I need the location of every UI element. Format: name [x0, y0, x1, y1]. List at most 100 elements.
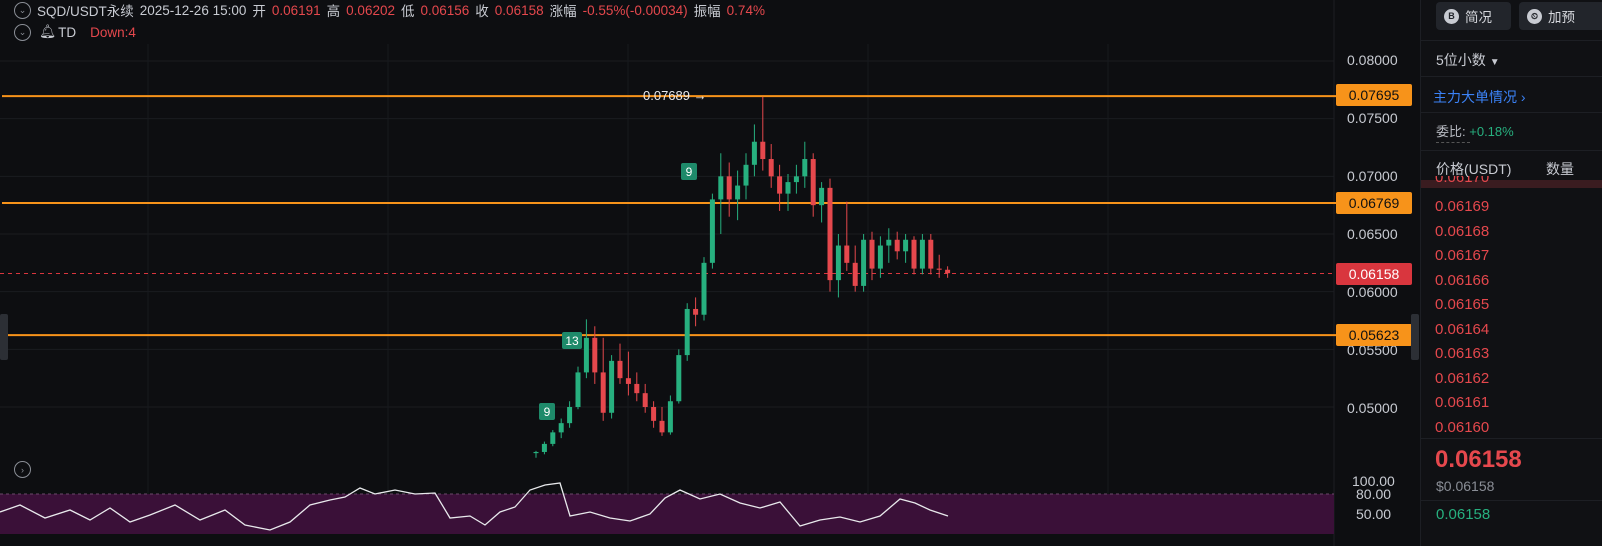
candle-body[interactable]	[861, 239, 867, 286]
col-price-header: 价格(USDT)	[1436, 161, 1512, 177]
candle-body[interactable]	[777, 176, 783, 194]
rsi-tick: 50.00	[1356, 506, 1392, 522]
candle-body[interactable]	[802, 159, 808, 177]
candlestick-chart[interactable]	[0, 0, 1420, 546]
candle-body[interactable]	[894, 239, 900, 252]
candle-body[interactable]	[617, 360, 623, 379]
candle-body[interactable]	[793, 176, 799, 183]
candle-body[interactable]	[869, 239, 875, 269]
expand-indicators-icon[interactable]: ›	[14, 461, 31, 478]
candle-body[interactable]	[835, 245, 841, 281]
candle-body[interactable]	[667, 401, 673, 433]
candle-body[interactable]	[709, 199, 715, 263]
chart-area[interactable]: ⌄ SQD/USDT永续 2025-12-26 15:00 开 0.06191 高…	[0, 0, 1420, 546]
candle-body[interactable]	[819, 187, 825, 206]
candle-body[interactable]	[634, 383, 640, 394]
y-tick: 0.08000	[1347, 52, 1398, 68]
candle-body[interactable]	[768, 159, 774, 177]
high-label: 高	[326, 4, 341, 19]
candle-body[interactable]	[676, 355, 682, 402]
candle-body[interactable]	[659, 420, 665, 433]
decimals-value: 5位小数	[1436, 52, 1486, 68]
indicator-name: TD	[58, 24, 77, 40]
decimals-select[interactable]: 5位小数 ▼	[1436, 50, 1500, 70]
rsi-line	[0, 482, 949, 531]
collapse-icon[interactable]: ⌄	[14, 1, 31, 19]
candle-body[interactable]	[600, 372, 606, 413]
add-alert-label: 加预	[1548, 10, 1575, 25]
ask-price[interactable]: 0.06167	[1435, 247, 1490, 264]
rsi-tick: 80.00	[1356, 486, 1392, 502]
candle-body[interactable]	[945, 269, 951, 274]
candle-body[interactable]	[625, 378, 631, 384]
candle-body[interactable]	[886, 239, 892, 246]
candle-body[interactable]	[911, 239, 917, 269]
td-mark: 13	[562, 332, 582, 349]
clock-icon: ⏲︎	[1527, 8, 1542, 24]
symbol-label: SQD/USDT永续	[37, 4, 134, 19]
rsi-tick: 100.00	[1352, 473, 1395, 489]
ratio-label: 委比:	[1436, 124, 1466, 139]
candle-body[interactable]	[609, 360, 615, 413]
candle-body[interactable]	[810, 159, 816, 206]
candle-body[interactable]	[743, 164, 749, 186]
candle-body[interactable]	[541, 443, 547, 452]
candle-body[interactable]	[718, 176, 724, 200]
candle-body[interactable]	[785, 182, 791, 194]
indicator-value: Down:4	[90, 24, 136, 40]
candle-body[interactable]	[701, 262, 707, 315]
ask-price[interactable]: 0.06161	[1435, 394, 1490, 411]
candle-body[interactable]	[844, 245, 850, 263]
y-tick: 0.05000	[1347, 400, 1398, 416]
candle-body[interactable]	[575, 372, 581, 407]
candle-body[interactable]	[877, 245, 883, 269]
candle-body[interactable]	[928, 239, 934, 269]
level-label[interactable]: 0.06769	[1336, 192, 1412, 214]
candle-body[interactable]	[751, 141, 757, 165]
bell-icon[interactable]: 🔔︎	[39, 24, 57, 39]
brief-button[interactable]: B 简况	[1436, 2, 1511, 30]
ask-price[interactable]: 0.06164	[1435, 320, 1490, 338]
ask-price[interactable]: 0.06168	[1435, 222, 1490, 240]
low-label: 低	[400, 4, 415, 19]
big-orders-link[interactable]: 主力大单情况 ›	[1433, 87, 1526, 107]
candle-body[interactable]	[726, 176, 732, 200]
level-label[interactable]: 0.07695	[1336, 84, 1412, 106]
add-alert-button[interactable]: ⏲︎ 加预	[1519, 2, 1602, 30]
ask-price[interactable]: 0.06170	[1435, 176, 1490, 186]
candle-body[interactable]	[735, 185, 741, 200]
candle-body[interactable]	[533, 451, 539, 454]
left-drag-handle[interactable]	[0, 314, 8, 360]
candle-body[interactable]	[651, 407, 657, 421]
candle-body[interactable]	[642, 393, 648, 407]
candle-body[interactable]	[760, 141, 766, 160]
candle-body[interactable]	[558, 423, 564, 433]
candle-body[interactable]	[903, 239, 909, 252]
candle-body[interactable]	[852, 262, 858, 286]
candle-body[interactable]	[936, 268, 942, 270]
high-value: 0.06202	[346, 2, 395, 18]
collapse-icon[interactable]: ⌄	[14, 23, 31, 41]
candle-body[interactable]	[592, 337, 598, 373]
y-tick: 0.06000	[1347, 284, 1398, 300]
ask-price[interactable]: 0.06165	[1435, 296, 1490, 313]
caret-down-icon: ▼	[1489, 57, 1500, 68]
ask-price[interactable]: 0.06169	[1435, 198, 1490, 215]
y-tick: 0.07500	[1347, 110, 1398, 126]
ask-price[interactable]: 0.06160	[1435, 418, 1490, 436]
level-label[interactable]: 0.05623	[1336, 324, 1412, 346]
candle-body[interactable]	[684, 308, 690, 356]
ask-price[interactable]: 0.06163	[1435, 345, 1490, 362]
change-value: -0.55%(-0.00034)	[582, 2, 688, 18]
right-drag-handle[interactable]	[1411, 314, 1419, 360]
candle-body[interactable]	[583, 337, 589, 373]
candle-body[interactable]	[827, 187, 833, 281]
candle-body[interactable]	[919, 239, 925, 269]
ask-price[interactable]: 0.06162	[1435, 369, 1490, 387]
candle-body[interactable]	[550, 432, 556, 444]
col-qty-header: 数量	[1546, 161, 1574, 177]
candle-body[interactable]	[567, 407, 573, 424]
y-tick: 0.06500	[1347, 226, 1398, 242]
candle-body[interactable]	[693, 308, 699, 315]
ask-price[interactable]: 0.06166	[1435, 271, 1490, 289]
